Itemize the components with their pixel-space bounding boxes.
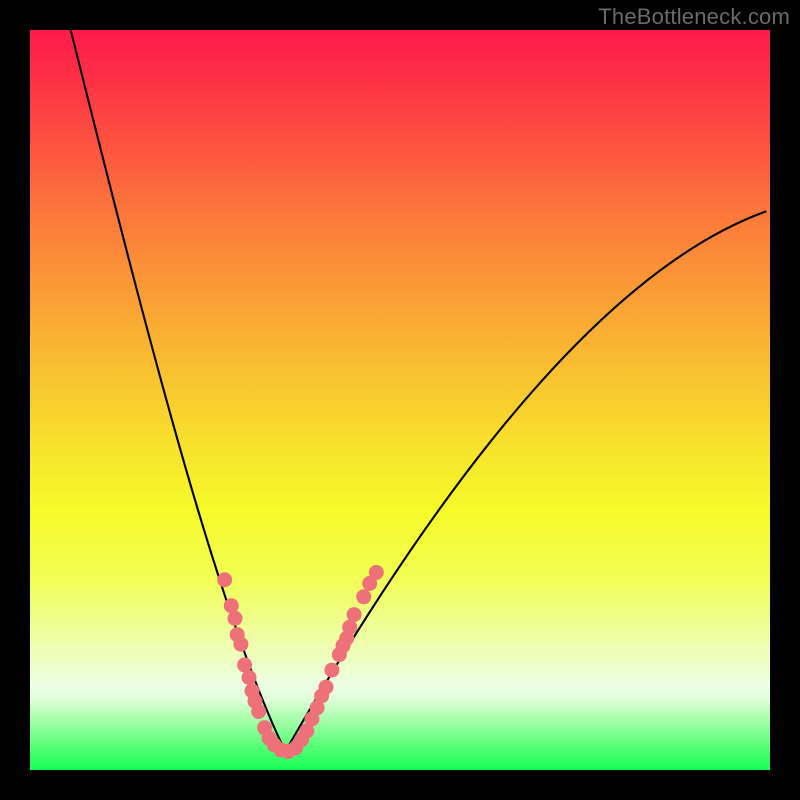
data-point: [242, 670, 257, 685]
curve-right: [285, 211, 766, 751]
data-point: [228, 611, 243, 626]
bottleneck-curve: [30, 30, 770, 770]
data-point: [224, 598, 239, 613]
data-point: [319, 680, 334, 695]
data-point: [251, 704, 266, 719]
data-markers: [217, 565, 384, 759]
data-point: [356, 589, 371, 604]
data-point: [347, 607, 362, 622]
plot-area: [30, 30, 770, 770]
data-point: [233, 637, 248, 652]
data-point: [217, 572, 232, 587]
data-point: [324, 663, 339, 678]
chart-frame: TheBottleneck.com: [0, 0, 800, 800]
data-point: [369, 565, 384, 580]
watermark-label: TheBottleneck.com: [598, 4, 790, 30]
curve-left: [71, 30, 286, 752]
